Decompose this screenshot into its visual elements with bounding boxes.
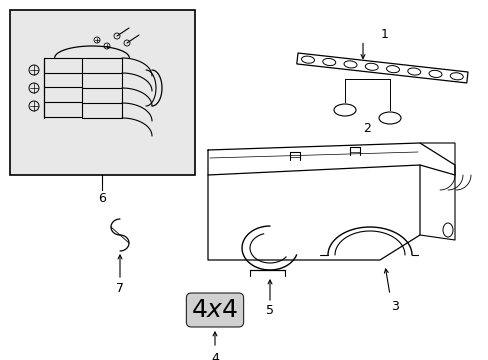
Ellipse shape [344,61,356,68]
Text: 6: 6 [98,193,106,206]
Text: 2: 2 [363,122,371,135]
Text: 4: 4 [211,351,219,360]
Text: 7: 7 [116,282,124,294]
Ellipse shape [365,63,377,70]
Bar [10,10,195,175]
Text: $\it{4x4}$: $\it{4x4}$ [191,298,238,322]
Ellipse shape [301,56,314,63]
Polygon shape [296,53,467,83]
Text: 5: 5 [265,305,273,318]
Text: 3: 3 [390,301,398,314]
Ellipse shape [322,58,335,66]
Ellipse shape [333,104,355,116]
Ellipse shape [386,66,399,73]
Ellipse shape [378,112,400,124]
Ellipse shape [407,68,420,75]
Ellipse shape [428,70,441,77]
Ellipse shape [442,223,452,237]
Text: 1: 1 [380,28,388,41]
Ellipse shape [449,73,462,80]
